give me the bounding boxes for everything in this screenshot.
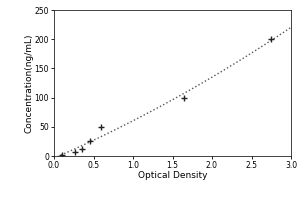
X-axis label: Optical Density: Optical Density bbox=[138, 171, 207, 180]
Y-axis label: Concentration(ng/mL): Concentration(ng/mL) bbox=[24, 33, 33, 133]
